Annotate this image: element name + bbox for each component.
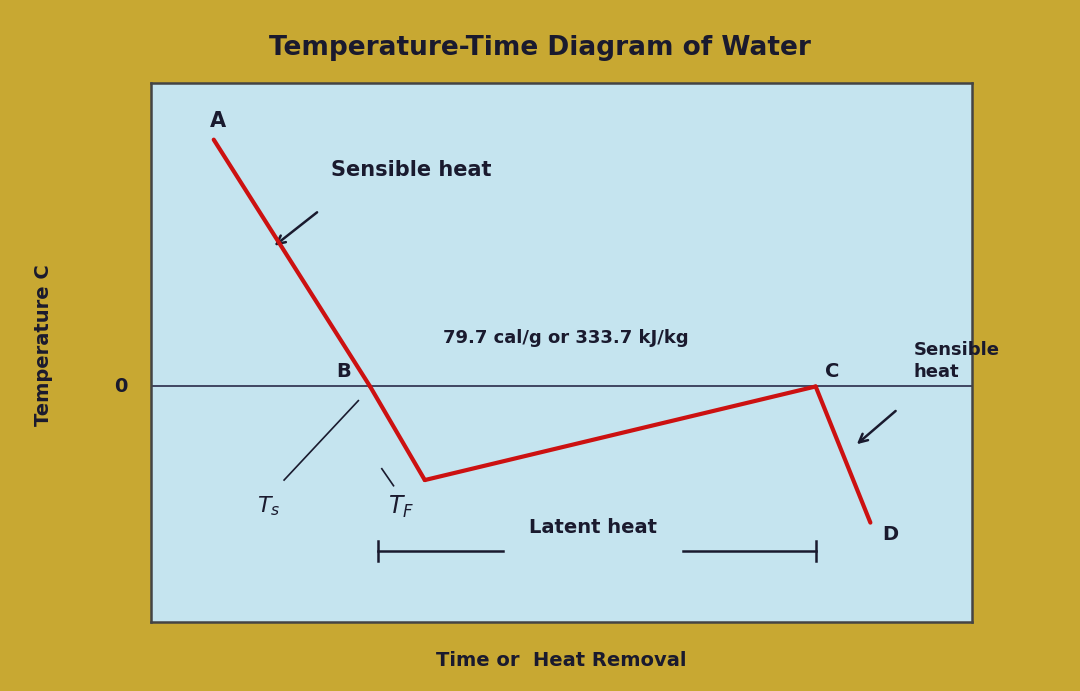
Text: $T_s$: $T_s$ <box>257 494 280 518</box>
Text: 79.7 cal/g or 333.7 kJ/kg: 79.7 cal/g or 333.7 kJ/kg <box>443 329 688 347</box>
Text: Latent heat: Latent heat <box>529 518 657 537</box>
Text: Temperature-Time Diagram of Water: Temperature-Time Diagram of Water <box>269 35 811 61</box>
Text: C: C <box>825 362 839 381</box>
Text: 0: 0 <box>114 377 127 396</box>
Text: Temperature C: Temperature C <box>33 265 53 426</box>
Text: Time or  Heat Removal: Time or Heat Removal <box>436 652 687 670</box>
Text: Sensible heat: Sensible heat <box>330 160 491 180</box>
Text: B: B <box>336 362 351 381</box>
Text: D: D <box>882 525 899 545</box>
Text: Sensible
heat: Sensible heat <box>914 341 999 381</box>
Text: $T_F$: $T_F$ <box>389 494 415 520</box>
Text: A: A <box>210 111 226 131</box>
